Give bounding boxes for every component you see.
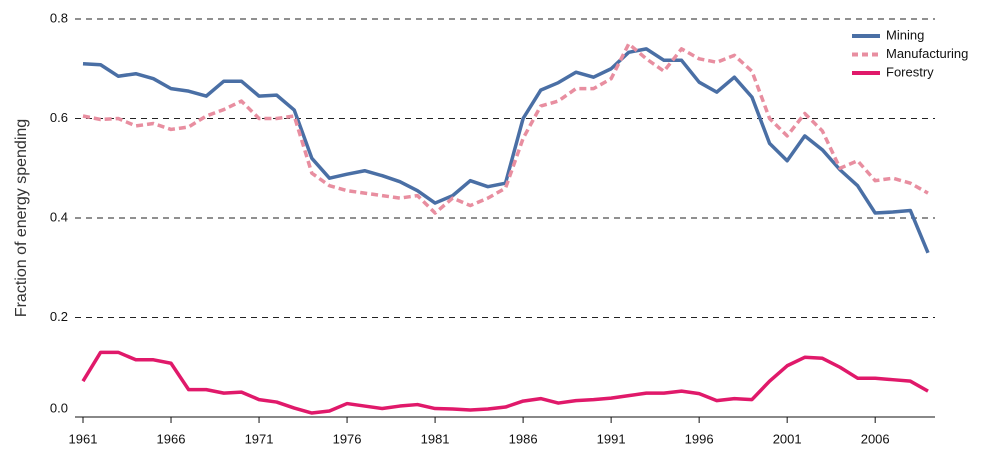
x-tick-label: 1976 (333, 431, 362, 446)
series-line (82, 42, 929, 215)
x-tick-label: 1981 (421, 431, 450, 446)
y-tick-label: 0.0 (50, 400, 68, 415)
x-tick-label: 1996 (685, 431, 714, 446)
y-tick-label: 0.2 (50, 309, 68, 324)
x-tick-label: 1986 (509, 431, 538, 446)
y-tick-label: 0.4 (50, 209, 68, 224)
x-tick-label: 1971 (245, 431, 274, 446)
series-line (81, 350, 929, 415)
y-axis-label: Fraction of energy spending (13, 119, 30, 317)
legend-label: Manufacturing (886, 46, 968, 61)
legend-label: Forestry (886, 64, 934, 79)
y-tick-label: 0.8 (50, 10, 68, 25)
x-tick-label: 2006 (861, 431, 890, 446)
series-line (82, 47, 930, 254)
x-tick-label: 1966 (157, 431, 186, 446)
x-tick-label: 1991 (597, 431, 626, 446)
x-tick-label: 1961 (69, 431, 98, 446)
y-tick-label: 0.6 (50, 110, 68, 125)
legend-label: Mining (886, 27, 924, 42)
x-tick-label: 2001 (773, 431, 802, 446)
